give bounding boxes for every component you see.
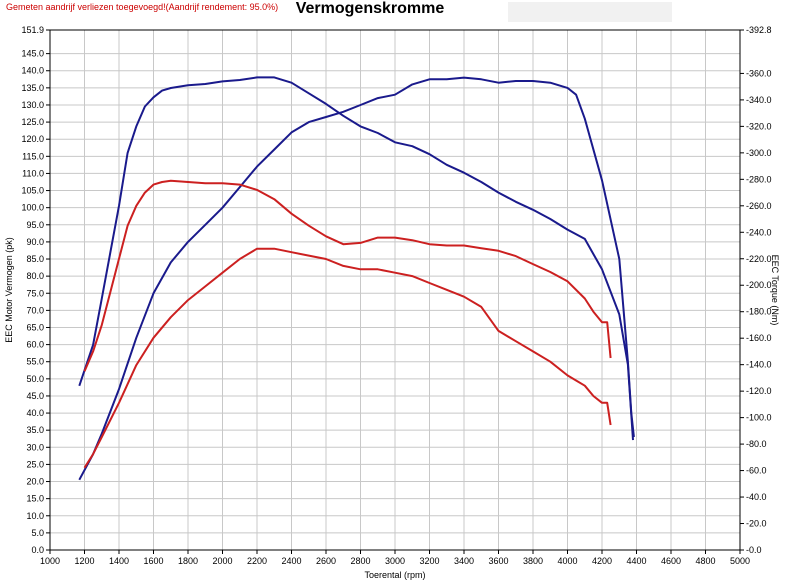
- y-left-tick-label: 30.0: [26, 442, 44, 452]
- x-tick-label: 1200: [74, 556, 94, 566]
- x-tick-label: 2800: [350, 556, 370, 566]
- y-right-tick-label: -80.0: [746, 439, 767, 449]
- y-left-tick-label: 90.0: [26, 237, 44, 247]
- series-group: [78, 76, 635, 481]
- y-left-tick-label: 105.0: [21, 186, 44, 196]
- y-right-tick-label: -20.0: [746, 519, 767, 529]
- y-left-tick-label: 100.0: [21, 203, 44, 213]
- power-curve-blue: [78, 76, 635, 481]
- y-left-tick-label: 85.0: [26, 254, 44, 264]
- y-right-tick-label: -180.0: [746, 307, 772, 317]
- y-left-axis-ticks: 0.0 5.0 10.0 15.0 20.0 25.0 30.0 35.0 40.0 45.0 50…: [21, 25, 50, 555]
- y-left-tick-label: 125.0: [21, 117, 44, 127]
- y-left-axis-label: EEC Motor Vermogen (pk): [4, 237, 14, 343]
- y-right-tick-label: -160.0: [746, 333, 772, 343]
- y-left-tick-label: 151.9: [21, 25, 44, 35]
- y-right-tick-label: -360.0: [746, 68, 772, 78]
- title-blank-box: [508, 2, 672, 22]
- x-tick-label: 1400: [109, 556, 129, 566]
- y-right-tick-label: -340.0: [746, 95, 772, 105]
- y-right-tick-label: -280.0: [746, 174, 772, 184]
- y-right-axis-ticks: -0.0 -20.0 -40.0 -60.0 -80.0 -100.0 -120.0 -140…: [740, 25, 772, 555]
- x-tick-label: 3600: [488, 556, 508, 566]
- y-left-tick-label: 55.0: [26, 357, 44, 367]
- x-tick-label: 1600: [143, 556, 163, 566]
- y-left-tick-label: 140.0: [21, 66, 44, 76]
- drivetrain-loss-note: Gemeten aandrijf verliezen toegevoegd!(A…: [6, 2, 279, 12]
- x-axis-label: Toerental (rpm): [364, 570, 425, 580]
- y-left-tick-label: 115.0: [22, 151, 44, 161]
- x-tick-label: 4200: [592, 556, 612, 566]
- y-left-tick-label: 40.0: [26, 408, 44, 418]
- x-tick-label: 2000: [212, 556, 232, 566]
- y-right-axis-label: EEC Torque (Nm): [770, 255, 780, 326]
- y-left-tick-label: 20.0: [26, 477, 44, 487]
- y-left-tick-label: 110.0: [22, 168, 44, 178]
- y-right-tick-label: -0.0: [746, 545, 762, 555]
- y-left-tick-label: 5.0: [31, 528, 44, 538]
- x-tick-label: 3200: [419, 556, 439, 566]
- x-axis-ticks: 1000 1200 1400 1600 1800 2000 2200 2400 2600 2800…: [40, 550, 750, 566]
- x-tick-label: 4800: [695, 556, 715, 566]
- y-right-tick-label: -100.0: [746, 413, 772, 423]
- chart-title: Vermogenskromme: [295, 0, 445, 17]
- x-tick-label: 1800: [178, 556, 198, 566]
- y-left-tick-label: 135.0: [21, 83, 44, 93]
- y-right-tick-label: -120.0: [746, 386, 772, 396]
- x-tick-label: 4000: [557, 556, 577, 566]
- torque-curve-blue: [78, 76, 634, 441]
- x-tick-label: 3000: [385, 556, 405, 566]
- x-tick-label: 3800: [523, 556, 543, 566]
- x-tick-label: 4600: [661, 556, 681, 566]
- y-right-tick-label: -300.0: [746, 148, 772, 158]
- chart-grid: [49, 29, 741, 551]
- y-right-tick-label: -140.0: [746, 360, 772, 370]
- y-left-tick-label: 70.0: [26, 305, 44, 315]
- y-left-tick-label: 15.0: [26, 494, 44, 504]
- y-left-tick-label: 145.0: [21, 49, 44, 59]
- y-right-tick-label: -220.0: [746, 254, 772, 264]
- y-left-tick-label: 75.0: [26, 288, 44, 298]
- y-left-tick-label: 25.0: [26, 459, 44, 469]
- x-tick-label: 3400: [454, 556, 474, 566]
- y-left-tick-label: 65.0: [26, 322, 44, 332]
- y-left-tick-label: 0.0: [31, 545, 44, 555]
- power-curve-red: [83, 247, 612, 469]
- x-tick-label: 2200: [247, 556, 267, 566]
- y-right-tick-label: -392.8: [746, 25, 772, 35]
- x-tick-label: 2400: [281, 556, 301, 566]
- y-left-tick-label: 80.0: [26, 271, 44, 281]
- y-left-tick-label: 10.0: [26, 511, 44, 521]
- y-left-tick-label: 95.0: [26, 220, 44, 230]
- y-left-tick-label: 45.0: [26, 391, 44, 401]
- torque-curve-red: [83, 179, 612, 372]
- y-left-tick-label: 120.0: [21, 134, 44, 144]
- y-right-tick-label: -60.0: [746, 466, 767, 476]
- y-right-tick-label: -260.0: [746, 201, 772, 211]
- y-left-tick-label: 35.0: [26, 425, 44, 435]
- y-left-tick-label: 130.0: [21, 100, 44, 110]
- y-right-tick-label: -320.0: [746, 121, 772, 131]
- x-tick-label: 4400: [626, 556, 646, 566]
- y-right-tick-label: -200.0: [746, 280, 772, 290]
- x-tick-label: 1000: [40, 556, 60, 566]
- y-right-tick-label: -240.0: [746, 227, 772, 237]
- y-left-tick-label: 60.0: [26, 340, 44, 350]
- y-left-tick-label: 50.0: [26, 374, 44, 384]
- y-right-tick-label: -40.0: [746, 492, 767, 502]
- x-tick-label: 5000: [730, 556, 750, 566]
- x-tick-label: 2600: [316, 556, 336, 566]
